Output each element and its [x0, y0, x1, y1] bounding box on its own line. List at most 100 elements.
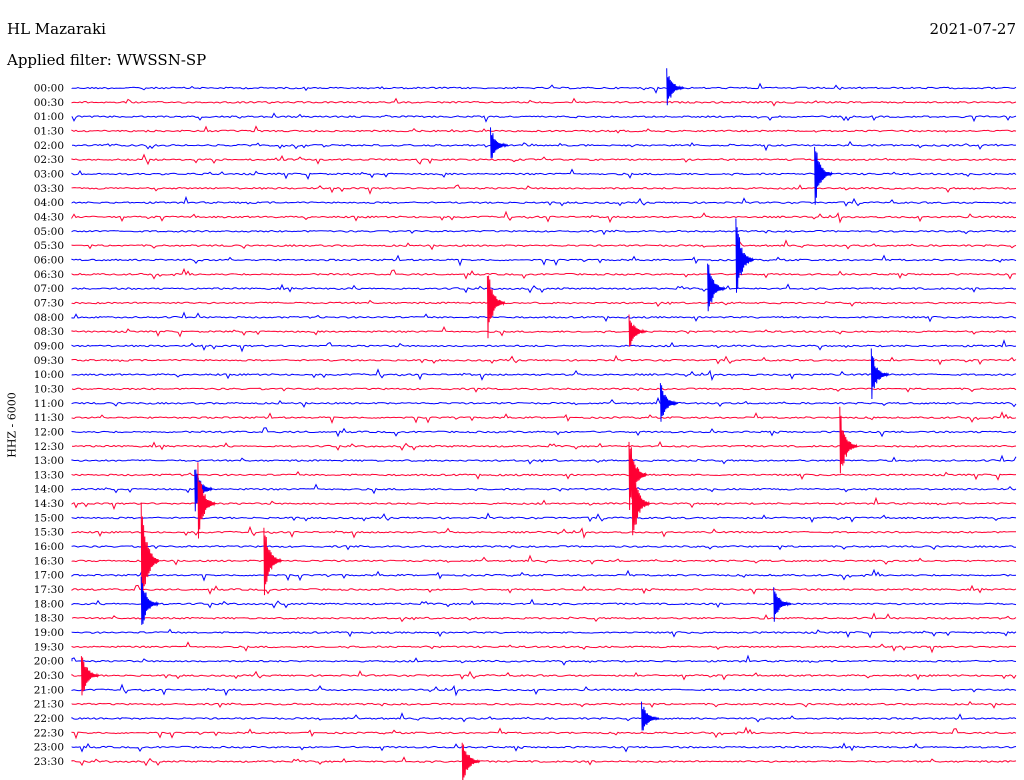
seismic-event [628, 314, 647, 347]
trace-row [71, 512, 1017, 523]
trace-row [71, 82, 1017, 94]
trace-row [71, 283, 1017, 294]
seismic-event [666, 68, 685, 106]
trace-row [71, 339, 1017, 353]
trace-row [71, 210, 1017, 224]
trace-row [71, 598, 1017, 609]
trace-row [71, 440, 1017, 451]
seismic-event [870, 348, 890, 400]
row-label: 20:00 [34, 656, 64, 668]
row-label: 21:30 [34, 699, 64, 711]
record-date: 2021-07-27 [929, 20, 1016, 38]
trace-row [71, 411, 1017, 425]
trace-row [71, 153, 1017, 166]
seismic-event [140, 576, 160, 625]
trace-row [71, 195, 1017, 207]
trace-row [71, 299, 1017, 307]
row-label: 05:00 [34, 226, 64, 238]
row-label: 02:00 [34, 140, 64, 152]
row-label: 17:30 [34, 584, 64, 596]
trace-row [72, 140, 1017, 152]
row-label: 04:30 [34, 211, 64, 223]
trace-row [71, 112, 1017, 123]
row-label: 00:00 [34, 83, 64, 95]
row-label: 18:00 [34, 598, 64, 610]
trace-row [71, 239, 1017, 251]
seismic-event [735, 218, 754, 293]
trace-row [71, 125, 1017, 134]
row-label: 11:30 [34, 412, 64, 424]
seismic-event [263, 527, 282, 596]
row-label: 17:00 [34, 570, 64, 582]
row-label: 01:00 [34, 111, 64, 123]
row-label: 23:00 [34, 742, 64, 754]
row-label: 10:00 [34, 369, 64, 381]
trace-row [71, 254, 1017, 267]
trace-row [71, 427, 1017, 438]
trace-row [71, 454, 1017, 465]
row-label: 14:30 [34, 498, 64, 510]
row-label: 22:30 [34, 727, 64, 739]
row-label: 15:30 [34, 527, 64, 539]
row-label: 03:00 [34, 168, 64, 180]
row-label: 19:00 [34, 627, 64, 639]
row-label: 08:00 [34, 312, 64, 324]
trace-row [71, 756, 1017, 767]
row-label: 06:00 [34, 254, 64, 266]
trace-row [71, 641, 1017, 654]
trace-row [71, 168, 1017, 180]
trace-row [71, 97, 1017, 107]
row-label: 05:30 [34, 240, 64, 252]
trace-row [71, 712, 1017, 723]
row-label: 12:30 [34, 441, 64, 453]
trace-row [71, 496, 1017, 511]
row-label: 11:00 [34, 398, 64, 410]
row-label: 03:30 [34, 183, 64, 195]
seismic-event [461, 742, 481, 780]
row-label: 01:30 [34, 125, 64, 137]
row-label: 13:30 [34, 469, 64, 481]
trace-row [71, 554, 1017, 566]
trace-row [71, 584, 1017, 595]
trace-row [71, 742, 1017, 753]
filter-label: Applied filter: WWSSN-SP [7, 51, 207, 69]
seismic-event [486, 275, 506, 339]
row-label: 16:00 [34, 541, 64, 553]
trace-row [71, 700, 1017, 709]
trace-row [71, 628, 1017, 639]
row-label: 09:30 [34, 355, 64, 367]
row-label: 06:30 [34, 269, 64, 281]
row-label: 04:00 [34, 197, 64, 209]
seismic-event [631, 464, 650, 536]
trace-row [71, 354, 1017, 366]
trace-row [71, 184, 1017, 195]
row-label: 22:00 [34, 713, 64, 725]
seismic-event [140, 502, 160, 603]
trace-group [71, 68, 1017, 780]
row-label: 19:30 [34, 641, 64, 653]
trace-row [71, 368, 1017, 382]
seismic-event [80, 656, 100, 696]
trace-row [71, 387, 1017, 393]
seismic-event [197, 462, 216, 539]
seismic-event [814, 146, 833, 205]
seismic-event [839, 406, 858, 474]
row-label: 21:00 [34, 684, 64, 696]
seismic-event [659, 383, 679, 422]
seismic-event [641, 701, 660, 731]
trace-row [71, 396, 1017, 408]
row-label: 08:30 [34, 326, 64, 338]
row-label: 20:30 [34, 670, 64, 682]
row-label: 10:30 [34, 383, 64, 395]
trace-row [71, 229, 1017, 236]
row-label: 13:00 [34, 455, 64, 467]
row-label: 07:00 [34, 283, 64, 295]
row-time-labels: 00:00 00:30 01:00 01:30 02:00 02:30 03:00 03:30… [34, 83, 64, 769]
row-label: 02:30 [34, 154, 64, 166]
trace-row [71, 525, 1016, 539]
row-label: 14:00 [34, 484, 64, 496]
row-label: 00:30 [34, 97, 64, 109]
row-label: 09:00 [34, 340, 64, 352]
row-label: 07:30 [34, 297, 64, 309]
